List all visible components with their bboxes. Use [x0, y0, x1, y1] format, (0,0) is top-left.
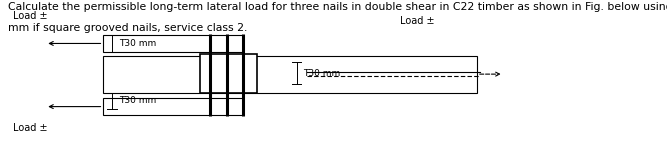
Text: T30 mm: T30 mm [119, 96, 156, 105]
Text: Load ±: Load ± [400, 16, 435, 26]
Text: T30 mm: T30 mm [119, 39, 156, 48]
Bar [103, 56, 477, 93]
Text: Calculate the permissible long-term lateral load for three nails in double shear: Calculate the permissible long-term late… [8, 2, 667, 12]
Bar [103, 98, 243, 115]
Text: mm if square grooved nails, service class 2.: mm if square grooved nails, service clas… [8, 23, 247, 33]
Text: T30 mm: T30 mm [303, 69, 341, 78]
Bar [200, 54, 257, 93]
Bar [103, 35, 243, 52]
Text: Load ±: Load ± [13, 11, 48, 21]
Text: Load ±: Load ± [13, 123, 48, 133]
